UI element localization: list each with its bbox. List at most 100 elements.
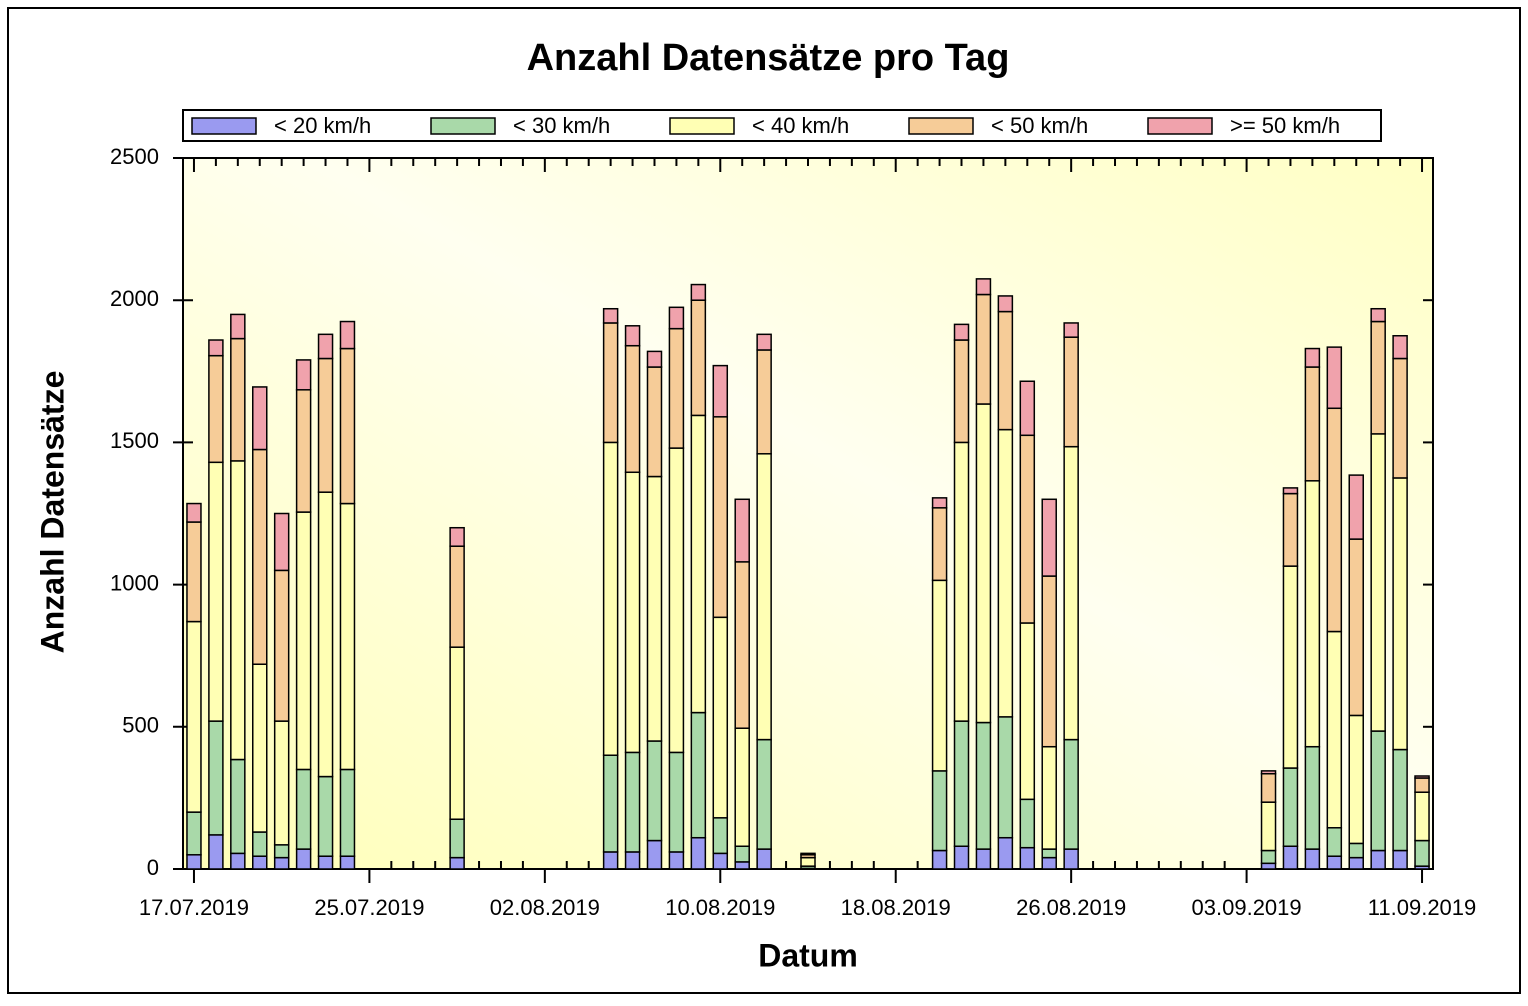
bar-segment (230, 758, 246, 855)
legend-swatch (191, 117, 257, 135)
bar-segment (756, 333, 772, 351)
bar-segment (252, 448, 268, 665)
bar-segment (756, 453, 772, 741)
x-axis-label: Datum (758, 937, 858, 973)
legend-swatch (669, 117, 735, 135)
legend-label: < 40 km/h (752, 113, 849, 138)
bar-segment (668, 751, 685, 853)
bar-segment (975, 848, 992, 870)
bar-segment (975, 403, 992, 724)
bar-segment (756, 738, 772, 850)
bar-segment (646, 366, 663, 478)
bar-segment (712, 416, 729, 619)
bar-segment (668, 327, 685, 449)
bar-segment (1370, 730, 1386, 852)
bar-segment (317, 855, 334, 870)
x-tick-label: 17.07.2019 (139, 895, 249, 920)
bar-segment (1348, 714, 1364, 845)
bar-segment (602, 322, 619, 444)
bar-segment (997, 310, 1014, 431)
bar-segment (624, 344, 641, 474)
bar-segment (1041, 745, 1057, 850)
bar-segment (1063, 738, 1079, 850)
bar-segment (975, 293, 992, 405)
bar-segment (449, 646, 465, 820)
bar-segment (1304, 745, 1321, 850)
legend-label: < 50 km/h (991, 113, 1088, 138)
bar-segment (1414, 775, 1430, 779)
bar-segment (1392, 477, 1408, 751)
bar-segment (975, 721, 992, 850)
x-tick-label: 10.08.2019 (665, 895, 775, 920)
bar-segment (1370, 307, 1386, 323)
legend-swatch (430, 117, 496, 135)
bar-segment (690, 711, 707, 839)
legend-label: < 30 km/h (513, 113, 610, 138)
bar-segment (602, 851, 619, 870)
bar-segment (1326, 630, 1343, 829)
bar-segment (208, 339, 224, 357)
bar-segment (273, 512, 290, 572)
y-tick-label: 2000 (110, 286, 159, 311)
bar-segment (602, 441, 619, 756)
bar-segment (449, 526, 465, 547)
bar-segment (1260, 862, 1277, 870)
bar-segment (1041, 575, 1057, 748)
bar-segment (295, 768, 312, 850)
bar-segment (646, 839, 663, 870)
bar-segment (339, 855, 356, 870)
bar-segment (1282, 565, 1299, 769)
bar-segment (690, 283, 707, 301)
bar-segment (602, 754, 619, 853)
x-tick-label: 26.08.2019 (1016, 895, 1126, 920)
bar-segment (1304, 347, 1321, 368)
bar-segment (931, 579, 948, 772)
bar-segment (1282, 487, 1299, 495)
legend-label: >= 50 km/h (1230, 113, 1340, 138)
bar-segment (1414, 839, 1430, 867)
bar-segment (800, 856, 816, 867)
bar-segment (1304, 848, 1321, 870)
bar-segment (712, 817, 729, 855)
x-tick-label: 02.08.2019 (490, 895, 600, 920)
bar-segment (734, 861, 750, 870)
x-tick-label: 18.08.2019 (841, 895, 951, 920)
bar-segment (734, 845, 750, 863)
bar-segment (208, 720, 224, 836)
bar-segment (800, 852, 816, 856)
bar-segment (931, 849, 948, 870)
bar-segment (1392, 748, 1408, 852)
bar-segment (1348, 842, 1364, 859)
bar-segment (295, 511, 312, 771)
bar-segment (953, 720, 970, 847)
chart-title: Anzahl Datensätze pro Tag (527, 37, 1010, 79)
bar-segment (186, 854, 202, 870)
bar-segment (734, 498, 750, 563)
bar-segment (1260, 801, 1277, 852)
x-tick-label: 25.07.2019 (314, 895, 424, 920)
bar-segment (252, 855, 268, 870)
bar-segment (1260, 770, 1277, 775)
bar-segment (1041, 856, 1057, 870)
bar-segment (208, 354, 224, 464)
bar-segment (602, 307, 619, 324)
bar-segment (317, 333, 334, 360)
bar-segment (734, 727, 750, 847)
bar-segment (1260, 849, 1277, 865)
bar-segment (252, 663, 268, 833)
y-tick-label: 1500 (110, 428, 159, 453)
bar-segment (230, 337, 246, 462)
bar-segment (339, 502, 356, 771)
bar-segment (624, 851, 641, 870)
bar-segment (1348, 856, 1364, 870)
bar-segment (252, 386, 268, 451)
bar-segment (931, 497, 948, 509)
bar-segment (646, 350, 663, 368)
bar-segment (1282, 492, 1299, 567)
bar-segment (295, 848, 312, 870)
legend-swatch (908, 117, 974, 135)
bar-segment (931, 770, 948, 852)
bar-segment (1260, 772, 1277, 803)
bar-segment (186, 521, 202, 623)
bar-segment (1282, 845, 1299, 870)
